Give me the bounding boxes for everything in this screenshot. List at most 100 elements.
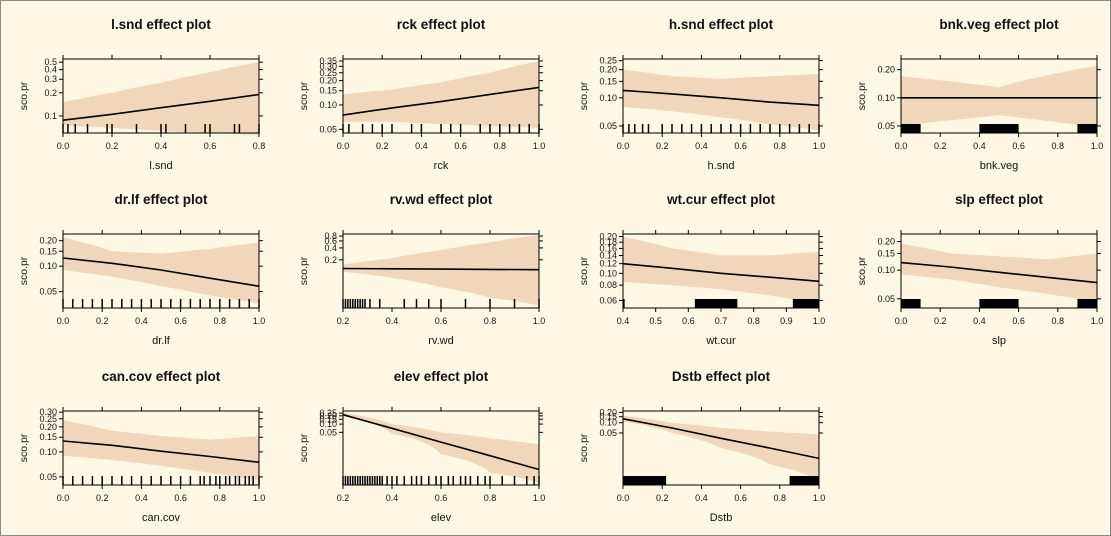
- rug-block: [901, 124, 921, 133]
- y-tick-label: 0.30: [319, 61, 337, 71]
- plot-title: wt.cur effect plot: [666, 192, 776, 207]
- x-tick-label: 0.4: [415, 141, 428, 151]
- x-axis: 0.2 0.4 0.6 0.8 1.0: [337, 407, 545, 503]
- x-tick-label: 1.0: [253, 316, 266, 326]
- fit-line: [622, 89, 820, 107]
- y-tick-label: 0.30: [39, 407, 57, 417]
- x-axis-label: slp: [992, 335, 1006, 347]
- rug-block: [694, 299, 738, 308]
- y-tick-label: 0.10: [39, 261, 57, 271]
- x-tick-label: 0.7: [715, 316, 728, 326]
- y-tick-label: 0.18: [599, 237, 617, 247]
- rug-marks: [623, 299, 819, 308]
- y-axis: 0.050.100.150.20: [599, 407, 823, 438]
- fit-line: [900, 261, 1098, 284]
- y-tick-label: 0.05: [877, 294, 895, 304]
- x-tick-label: 0.6: [435, 316, 448, 326]
- effect-plot-rck: rck effect plot 0.0 0.2 0.4 0.6 0.8 1.0 rck 0.05…: [298, 17, 545, 172]
- y-tick-label: 0.8: [324, 231, 337, 241]
- x-tick-label: 0.0: [895, 316, 908, 326]
- fit-line: [342, 86, 540, 116]
- x-tick-label: 1.0: [813, 316, 826, 326]
- x-tick-label: 0.6: [435, 493, 448, 503]
- confidence-band: [343, 412, 539, 484]
- y-axis-label: sco.pr: [298, 256, 310, 285]
- x-tick-label: 0.8: [747, 316, 760, 326]
- confidence-band: [901, 65, 1097, 128]
- y-tick-label: 0.08: [599, 280, 617, 290]
- x-axis-label: rck: [434, 160, 449, 172]
- x-tick-label: 0.6: [734, 493, 747, 503]
- plot-title: rck effect plot: [397, 17, 486, 32]
- x-axis: 0.0 0.2 0.4 0.6 0.8 1.0: [617, 407, 825, 503]
- y-tick-label: 0.2: [44, 88, 57, 98]
- y-axis-label: sco.pr: [578, 256, 590, 285]
- x-axis-label: rv.wd: [428, 335, 453, 347]
- x-tick-label: 0.2: [337, 493, 350, 503]
- effect-plot-slp: slp effect plot 0.0 0.2 0.4 0.6 0.8 1.0 slp 0.05…: [856, 192, 1103, 347]
- y-axis-label: sco.pr: [578, 81, 590, 110]
- rug-block: [623, 299, 625, 308]
- y-tick-label: 0.16: [599, 243, 617, 253]
- x-tick-label: 0.6: [734, 141, 747, 151]
- fit-line: [622, 262, 820, 283]
- x-tick-label: 0.2: [96, 493, 109, 503]
- x-tick-label: 1.0: [1091, 141, 1104, 151]
- y-tick-label: 0.20: [599, 65, 617, 75]
- y-tick-label: 0.20: [39, 422, 57, 432]
- x-tick-label: 0.0: [57, 316, 70, 326]
- y-tick-label: 0.20: [599, 232, 617, 242]
- x-axis: 0.0 0.2 0.4 0.6 0.8 1.0: [57, 407, 265, 503]
- x-axis-label: dr.lf: [152, 335, 171, 347]
- y-tick-label: 0.20: [877, 237, 895, 247]
- x-tick-label: 0.0: [617, 493, 630, 503]
- plot-title: elev effect plot: [394, 369, 489, 384]
- fit-line: [342, 413, 540, 471]
- x-tick-label: 1.0: [533, 316, 546, 326]
- x-tick-label: 0.8: [1052, 316, 1065, 326]
- y-tick-label: 0.15: [39, 432, 57, 442]
- rug-block: [901, 299, 921, 308]
- plot-frame: [622, 58, 820, 134]
- x-tick-label: 0.8: [494, 141, 507, 151]
- x-axis-label: wt.cur: [705, 335, 736, 347]
- plot-title: Dstb effect plot: [672, 369, 771, 384]
- x-axis: 0.0 0.2 0.4 0.6 0.8: [57, 55, 265, 151]
- x-axis-label: bnk.veg: [980, 160, 1019, 172]
- fit-line: [622, 418, 820, 460]
- x-tick-label: 0.2: [934, 316, 947, 326]
- x-tick-label: 0.2: [106, 141, 119, 151]
- y-axis-label: sco.pr: [856, 81, 868, 110]
- plot-frame: [62, 233, 260, 309]
- effect-plot-bnk-veg: bnk.veg effect plot 0.0 0.2 0.4 0.6 0.8 1.0 bnk…: [856, 17, 1103, 172]
- y-tick-label: 0.35: [319, 56, 337, 66]
- fit-line: [62, 440, 260, 464]
- y-axis: 0.06 0.08 0.100.120.140.160.180.20: [599, 232, 823, 305]
- x-tick-label: 0.8: [774, 493, 787, 503]
- plot-title: bnk.veg effect plot: [939, 17, 1059, 32]
- y-axis-label: sco.pr: [298, 433, 310, 462]
- y-axis-label: sco.pr: [298, 81, 310, 110]
- x-tick-label: 0.4: [695, 493, 708, 503]
- x-tick-label: 0.6: [682, 316, 695, 326]
- fit-line: [62, 257, 260, 287]
- y-axis: 0.05 0.10 0.20: [877, 65, 1101, 131]
- x-axis-label: l.snd: [149, 160, 172, 172]
- y-tick-label: 0.05: [319, 124, 337, 134]
- y-tick-label: 0.15: [599, 76, 617, 86]
- y-axis: 0.050.100.150.20: [39, 236, 263, 297]
- y-axis: 0.050.100.150.200.25: [319, 408, 543, 437]
- x-tick-label: 0.6: [454, 141, 467, 151]
- rug-marks: [901, 299, 1097, 308]
- x-tick-label: 0.4: [973, 141, 986, 151]
- rug-marks: [342, 124, 540, 133]
- y-tick-label: 0.4: [44, 65, 57, 75]
- y-tick-label: 0.10: [319, 419, 337, 429]
- x-axis: 0.0 0.2 0.4 0.6 0.8 1.0: [337, 55, 545, 151]
- y-tick-label: 0.05: [877, 121, 895, 131]
- plot-frame: [900, 233, 1098, 309]
- y-tick-label: 0.05: [39, 472, 57, 482]
- x-axis: 0.2 0.4 0.6 0.8 1.0: [337, 230, 546, 326]
- y-tick-label: 0.15: [877, 248, 895, 258]
